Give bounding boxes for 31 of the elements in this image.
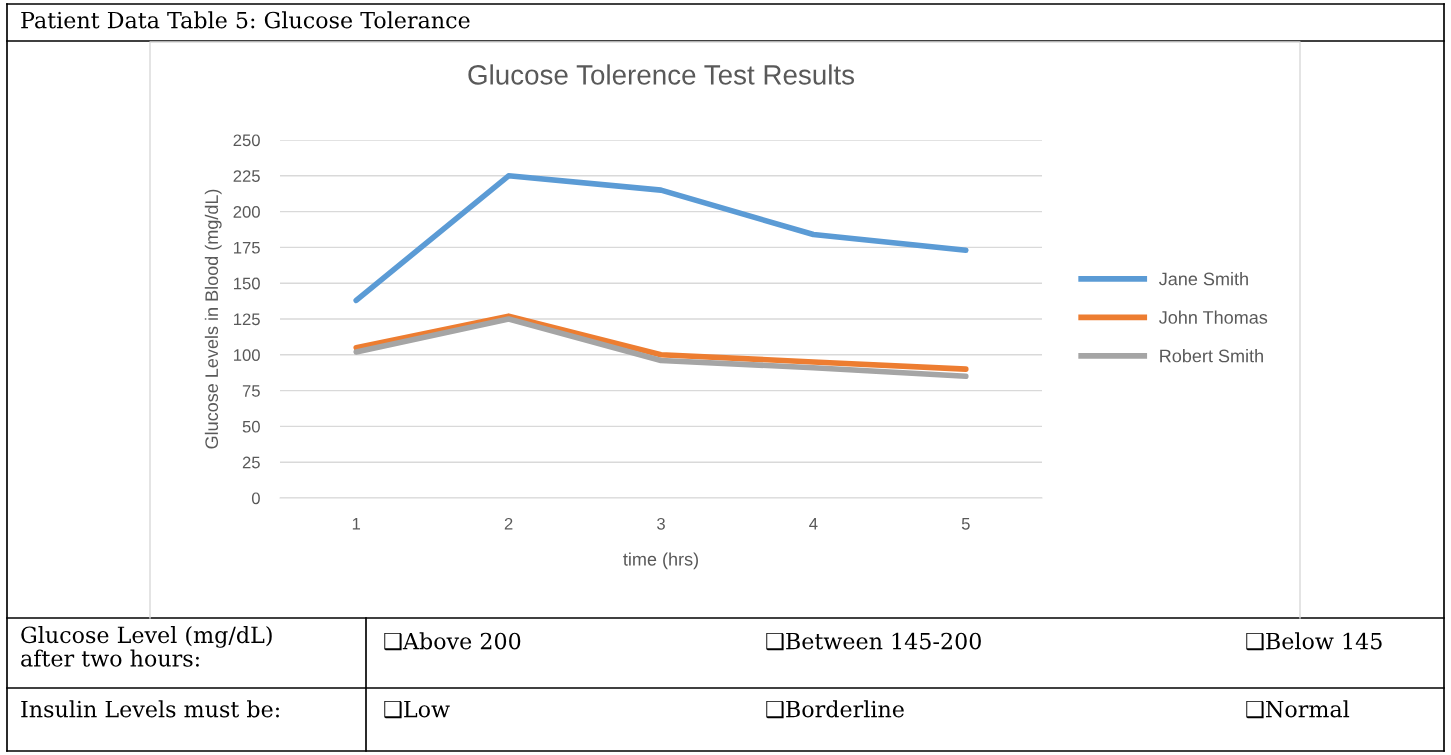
- y-tick-label: 25: [242, 456, 260, 469]
- y-axis-title: Glucose Levels in Blood (mg/dL): [204, 189, 222, 449]
- x-tick-label: 3: [657, 517, 665, 530]
- y-tick-label: 50: [242, 420, 260, 433]
- y-tick-label: 150: [234, 277, 260, 290]
- y-tick-label: 125: [234, 313, 260, 326]
- text: Glucose Level (mg/dL) after two hours:: [21, 626, 272, 667]
- text: ❑Borderline: [766, 700, 904, 719]
- text: Patient Data Table 5: Glucose Tolerance: [21, 11, 470, 29]
- text: ❑Low: [384, 700, 450, 719]
- y-tick-label: 0: [251, 492, 260, 505]
- chart-title: Glucose Tolerence Test Results: [468, 64, 855, 85]
- text: ❑Normal: [1246, 700, 1350, 719]
- y-tick-label: 250: [233, 134, 260, 147]
- x-tick-label: 1: [352, 518, 361, 530]
- legend-label: John Thomas: [1159, 310, 1268, 324]
- x-tick-label: 5: [961, 518, 970, 530]
- y-tick-label: 75: [242, 385, 260, 397]
- legend-label: Jane Smith: [1159, 272, 1248, 286]
- y-tick-label: 175: [234, 241, 260, 254]
- text: Insulin Levels must be:: [21, 700, 279, 718]
- legend-label: Robert Smith: [1160, 349, 1263, 363]
- y-tick-label: 100: [234, 349, 260, 361]
- text: ❑Below 145: [1246, 632, 1382, 651]
- y-tick-label: 200: [233, 206, 260, 218]
- x-tick-label: 4: [809, 518, 818, 530]
- text: ❑Between 145-200: [766, 632, 981, 651]
- x-tick-label: 2: [504, 517, 513, 530]
- y-tick-label: 225: [233, 170, 260, 182]
- x-axis-title: time (hrs): [623, 552, 698, 570]
- text: ❑Above 200: [384, 632, 521, 651]
